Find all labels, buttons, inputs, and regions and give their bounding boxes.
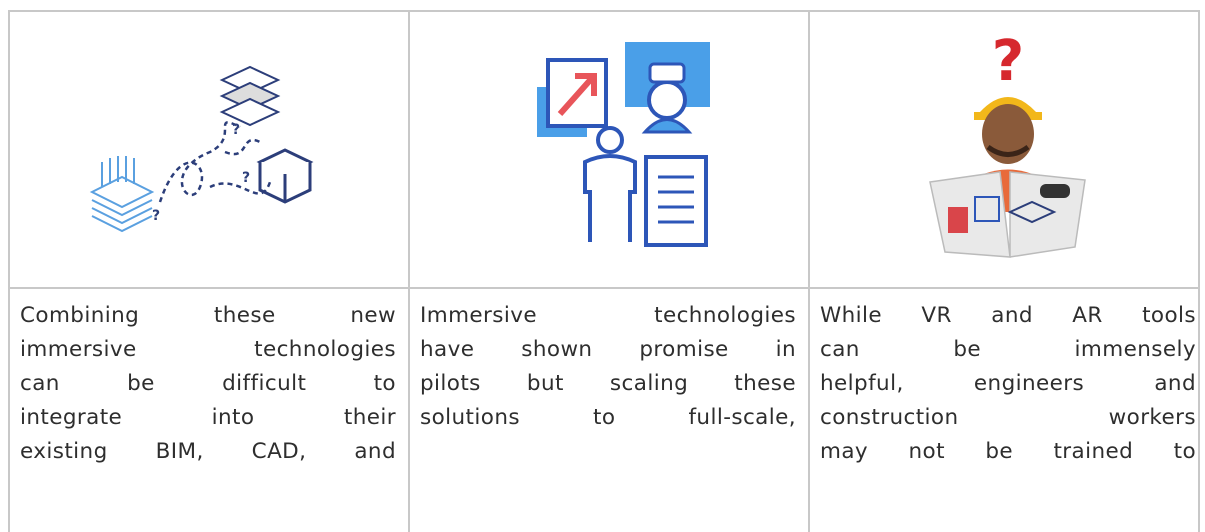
- text-line: Combining these new: [20, 303, 396, 328]
- text-line: helpful, engineers and: [820, 371, 1196, 396]
- svg-text:?: ?: [242, 170, 250, 186]
- text-line: construction workers: [820, 405, 1196, 430]
- text-line: pilots but scaling these: [420, 371, 796, 396]
- svg-text:?: ?: [152, 208, 160, 224]
- text-line: existing BIM, CAD, and: [20, 439, 396, 464]
- column-divider: [1198, 12, 1200, 532]
- text-line: solutions to full-scale,: [420, 405, 796, 430]
- text-line: have shown promise in: [420, 337, 796, 362]
- text-line: may not be trained to: [820, 439, 1196, 464]
- integration-icon: ???: [89, 65, 314, 233]
- text-line: While VR and AR tools: [820, 303, 1196, 328]
- worker-icon: ?: [929, 29, 1086, 258]
- text-line: can be difficult to: [20, 371, 396, 396]
- text-line: integrate into their: [20, 405, 396, 430]
- cell-text: While VR and AR tools can be immensely hel…: [820, 299, 1196, 469]
- scaling-icon: [537, 42, 710, 247]
- text-line: immersive technologies: [20, 337, 396, 362]
- cell-text: Combining these new immersive technologie…: [20, 299, 396, 469]
- svg-text:?: ?: [232, 122, 240, 138]
- svg-text:?: ?: [992, 29, 1024, 94]
- cell-text: Immersive technologies have shown promise…: [420, 299, 796, 435]
- table: ??? ? Combining these new immersive techn…: [8, 10, 1200, 532]
- column-divider: [408, 12, 410, 532]
- row-divider: [10, 287, 1200, 289]
- column-divider: [808, 12, 810, 532]
- page: ??? ? Combining these new immersive techn…: [8, 10, 1200, 532]
- text-line: can be immensely: [820, 337, 1196, 362]
- text-line: Immersive technologies: [420, 303, 796, 328]
